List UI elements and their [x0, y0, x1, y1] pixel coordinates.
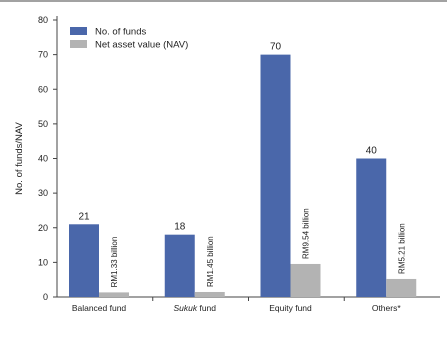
legend-label: Net asset value (NAV) [95, 40, 188, 51]
y-tick-label: 20 [38, 223, 48, 233]
y-axis-title: No. of funds/NAV [14, 121, 25, 194]
y-tick-label: 60 [38, 84, 48, 94]
bar-no-of-funds [356, 158, 387, 297]
x-tick-label: Balanced fund [72, 303, 127, 313]
legend-swatch [70, 27, 87, 35]
bar-nav [386, 278, 417, 297]
x-tick-label: Equity fund [269, 303, 312, 313]
data-label-no-of-funds: 18 [174, 222, 186, 233]
bar-layer [69, 54, 417, 297]
x-tick-label-italic: Sukuk [173, 303, 197, 313]
bar-nav [99, 292, 129, 297]
bar-nav [194, 291, 225, 297]
bar-no-of-funds [164, 234, 195, 297]
data-label-nav: RM5.21 billion [397, 223, 406, 274]
bar-no-of-funds [69, 224, 99, 297]
data-label-no-of-funds: 40 [366, 146, 378, 157]
y-tick-label: 70 [38, 50, 48, 60]
x-tick-label: Others* [372, 303, 402, 313]
data-label-no-of-funds: 70 [270, 42, 282, 53]
y-tick-label: 0 [43, 292, 48, 302]
y-tick-label: 30 [38, 188, 48, 198]
y-tick-label: 50 [38, 119, 48, 129]
y-tick-label: 80 [38, 15, 48, 25]
data-label-no-of-funds: 21 [78, 211, 90, 222]
data-label-nav: RM1.33 billion [110, 237, 119, 288]
legend: No. of funds Net asset value (NAV) [70, 27, 188, 51]
bar-nav [290, 263, 321, 297]
legend-swatch [70, 40, 87, 48]
y-tick-label: 40 [38, 154, 48, 164]
data-label-nav: RM1.45 billion [206, 236, 215, 287]
y-tick-label: 10 [38, 257, 48, 267]
label-layer: 21 RM1.33 billion Balanced fund 18 RM1.45 bi… [72, 42, 406, 313]
x-tick-label-rest: fund [197, 303, 216, 313]
data-label-nav: RM9.54 billion [302, 208, 311, 259]
x-tick-label: Sukuk fund [173, 303, 216, 313]
legend-label: No. of funds [95, 27, 146, 38]
bar-no-of-funds [260, 54, 291, 297]
